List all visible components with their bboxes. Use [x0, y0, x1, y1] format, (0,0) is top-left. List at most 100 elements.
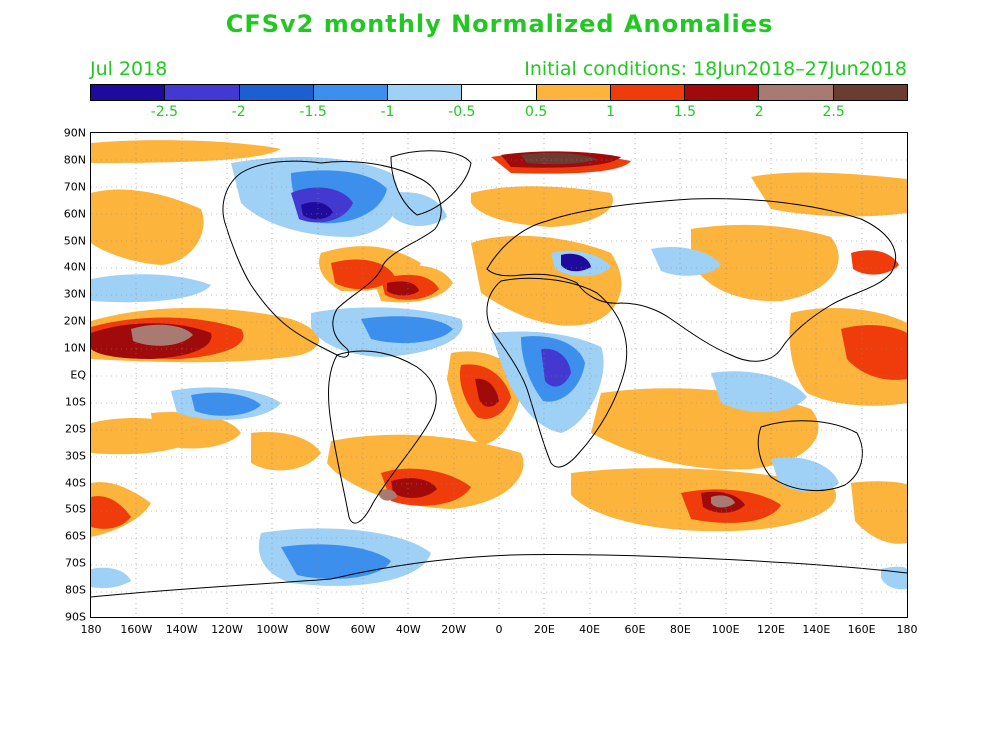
color-swatch — [833, 85, 907, 100]
longitude-label: 20W — [441, 623, 467, 636]
anomaly-region — [711, 495, 735, 508]
valid-month-label: Jul 2018 — [90, 58, 168, 80]
color-legend-bar — [90, 84, 908, 101]
coastline-north-america — [222, 160, 442, 358]
anomaly-region — [391, 192, 447, 226]
anomaly-region — [841, 325, 907, 380]
anomaly-map-svg — [91, 133, 907, 617]
latitude-label: 20S — [65, 422, 86, 436]
anomaly-region — [331, 259, 395, 290]
coastline-australia — [757, 420, 863, 491]
color-swatch — [165, 85, 240, 100]
latitude-label: 30S — [65, 449, 86, 463]
longitude-label: 60W — [350, 623, 376, 636]
longitude-label: 160W — [120, 623, 153, 636]
anomaly-region — [387, 281, 419, 296]
anomaly-region — [771, 457, 839, 492]
anomaly-region — [91, 189, 204, 265]
latitude-label: 50S — [65, 502, 86, 516]
anomaly-region — [251, 431, 321, 471]
anomaly-region — [281, 544, 391, 579]
color-legend-label: 1.5 — [673, 104, 697, 120]
latitude-label: 40N — [63, 260, 86, 274]
positive-anomaly-regions — [91, 140, 907, 544]
longitude-label: 20E — [533, 623, 555, 636]
longitude-label: 60E — [624, 623, 646, 636]
longitude-label: 80W — [305, 623, 331, 636]
coastline-greenland — [390, 150, 472, 216]
longitude-label: 100E — [711, 623, 740, 636]
anomaly-region — [191, 392, 261, 416]
latitude-label: 70N — [63, 180, 86, 194]
latitude-label: 20N — [63, 314, 86, 328]
color-legend-label: 2.5 — [822, 104, 845, 120]
latitude-label: 90S — [65, 610, 86, 624]
longitude-label: 180 — [80, 623, 102, 636]
latitude-label: 90N — [63, 126, 86, 140]
color-swatch — [759, 85, 834, 100]
color-swatch — [239, 85, 314, 100]
anomaly-region — [91, 140, 281, 163]
negative-anomaly-regions — [91, 157, 907, 590]
anomaly-region — [471, 186, 613, 227]
longitude-label: 40E — [579, 623, 601, 636]
latitude-label: 60N — [63, 207, 86, 221]
longitude-label: 100W — [256, 623, 289, 636]
map-title: CFSv2 monthly Normalized Anomalies — [225, 10, 774, 38]
color-swatch — [388, 85, 463, 100]
anomaly-region — [391, 478, 437, 498]
latitude-label: 30N — [63, 287, 86, 301]
anomaly-region — [711, 371, 807, 413]
longitude-label: 120E — [757, 623, 785, 636]
anomaly-region — [751, 172, 907, 217]
anomaly-region — [691, 224, 839, 302]
color-legend-label: -1 — [380, 104, 395, 120]
latitude-label: 10N — [63, 341, 86, 355]
anomaly-map — [90, 132, 908, 618]
color-legend-label: 0.5 — [525, 104, 548, 120]
anomaly-region — [471, 235, 622, 326]
longitude-label: 180 — [896, 623, 918, 636]
coastline-africa — [486, 277, 628, 468]
longitude-label: 80E — [669, 623, 691, 636]
longitude-label: 0 — [495, 623, 503, 636]
anomaly-region — [561, 253, 591, 272]
anomaly-region — [379, 489, 397, 501]
anomaly-region — [361, 316, 453, 344]
latitude-label: 70S — [65, 556, 86, 570]
color-legend-label: -2.5 — [150, 104, 179, 120]
latitude-label: 10S — [65, 395, 86, 409]
latitude-label: EQ — [70, 368, 86, 382]
color-legend-label: -1.5 — [299, 104, 327, 120]
color-swatch — [462, 85, 537, 100]
color-swatch — [536, 85, 611, 100]
longitude-label: 140W — [165, 623, 198, 636]
latitude-label: 40S — [65, 476, 86, 490]
anomaly-region — [851, 481, 907, 544]
anomaly-region — [91, 496, 131, 529]
anomaly-region — [301, 202, 333, 220]
latitude-label: 50N — [63, 234, 86, 248]
longitude-label: 140E — [802, 623, 831, 636]
anomaly-region — [851, 250, 899, 275]
anomaly-region — [521, 152, 597, 165]
coastline-eurasia — [486, 198, 897, 362]
color-swatch — [91, 85, 166, 100]
longitude-label: 120W — [211, 623, 243, 636]
anomaly-region — [91, 567, 131, 589]
coastline-antarctica — [91, 553, 907, 598]
anomaly-region — [651, 246, 721, 276]
anomaly-region — [541, 348, 571, 387]
longitude-label: 160E — [847, 623, 876, 636]
color-swatch — [610, 85, 686, 100]
longitude-label: 40W — [395, 623, 421, 636]
color-swatch — [313, 85, 389, 100]
anomaly-region — [91, 274, 211, 303]
color-swatch — [685, 85, 760, 100]
color-legend-label: -2 — [231, 104, 246, 120]
initial-conditions-label: Initial conditions: 18Jun2018–27Jun2018 — [524, 58, 907, 80]
color-legend-label: -0.5 — [448, 104, 476, 120]
anomaly-region — [475, 378, 499, 407]
latitude-label: 80S — [65, 583, 86, 597]
anomaly-region — [131, 324, 193, 346]
